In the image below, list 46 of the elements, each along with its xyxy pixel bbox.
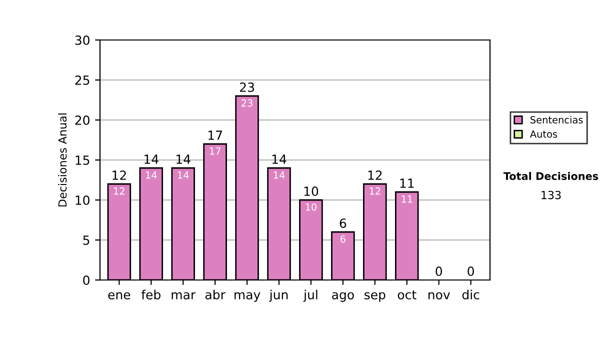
total-label: 0 bbox=[436, 266, 442, 276]
data-label: 6 bbox=[340, 235, 346, 243]
x-tick-label: may bbox=[234, 292, 260, 302]
total-label: 10 bbox=[304, 186, 318, 196]
x-tick-label: feb bbox=[141, 290, 160, 300]
x-tick-label: jun bbox=[269, 290, 288, 302]
total-label: 11 bbox=[400, 178, 414, 188]
data-label: 17 bbox=[210, 148, 220, 155]
total-label: 14 bbox=[176, 154, 190, 164]
total-label: 0 bbox=[468, 266, 474, 276]
x-tick-label: nov bbox=[428, 292, 450, 300]
y-tick-label: 30 bbox=[75, 35, 90, 45]
total-label: 14 bbox=[272, 154, 286, 164]
total-label: 23 bbox=[240, 82, 254, 92]
x-tick-label: abr bbox=[205, 290, 226, 300]
legend-label: Autos bbox=[530, 130, 558, 138]
x-tick-label: dic bbox=[462, 290, 480, 300]
data-label: 11 bbox=[402, 196, 412, 203]
data-label: 12 bbox=[370, 187, 380, 195]
legend-label: Sentencias bbox=[530, 116, 583, 124]
x-tick-label: ago bbox=[332, 292, 354, 302]
total-label: 17 bbox=[208, 130, 222, 140]
x-tick-label: sep bbox=[364, 292, 386, 302]
y-tick-label: 25 bbox=[75, 75, 90, 85]
data-label: 12 bbox=[114, 187, 124, 195]
x-tick-label: ene bbox=[108, 292, 130, 300]
y-tick-label: 0 bbox=[83, 275, 90, 285]
total-label: 12 bbox=[112, 170, 126, 180]
x-tick-label: oct bbox=[398, 290, 416, 300]
text: 133 bbox=[542, 190, 561, 200]
data-label: 23 bbox=[242, 99, 252, 107]
text: Total Decisiones bbox=[503, 172, 598, 180]
x-tick-label: mar bbox=[172, 292, 196, 300]
y-tick-label: 20 bbox=[75, 115, 90, 125]
y-tick-label: 10 bbox=[76, 195, 90, 205]
total-label: 6 bbox=[340, 218, 346, 228]
data-label: 14 bbox=[274, 172, 285, 179]
x-tick-label: jul bbox=[303, 290, 318, 302]
y-tick-label: 5 bbox=[83, 236, 90, 245]
y-tick-label: 15 bbox=[76, 156, 90, 165]
data-label: 14 bbox=[146, 172, 157, 179]
total-label: 14 bbox=[144, 154, 158, 164]
data-label: 14 bbox=[178, 172, 189, 179]
y-axis-title: Decisiones Anual bbox=[58, 114, 67, 206]
total-label: 12 bbox=[368, 170, 382, 180]
data-label: 10 bbox=[306, 203, 317, 211]
